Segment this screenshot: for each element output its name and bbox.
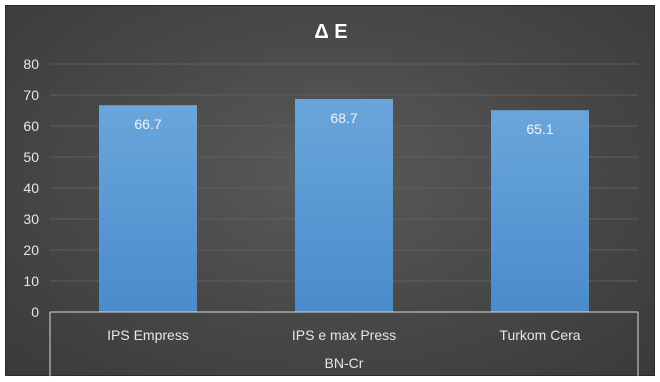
- y-axis-ticks: 0 10 20 30 40 50 60 70 80: [23, 56, 39, 320]
- y-tick-label: 80: [23, 56, 39, 72]
- x-axis: IPS Empress IPS e max Press Turkom Cera BN-…: [49, 311, 639, 377]
- x-category-label: IPS e max Press: [292, 327, 396, 343]
- data-label: 65.1: [526, 121, 553, 137]
- chart-container: Δ E 0 10 20 30 40 50 60 70 80 66.7 68.7 65.1 IPS E…: [5, 5, 655, 377]
- data-labels: 66.7 68.7 65.1: [134, 110, 553, 137]
- data-label: 66.7: [134, 116, 161, 132]
- bar: [295, 99, 393, 312]
- y-tick-label: 50: [23, 149, 39, 165]
- y-tick-label: 70: [23, 87, 39, 103]
- bar: [491, 110, 589, 312]
- y-tick-label: 60: [23, 118, 39, 134]
- bar-chart: Δ E 0 10 20 30 40 50 60 70 80 66.7 68.7 65.1 IPS E…: [23, 21, 639, 377]
- data-label: 68.7: [330, 110, 357, 126]
- y-tick-label: 40: [23, 180, 39, 196]
- chart-title: Δ E: [314, 21, 347, 43]
- x-group-label: BN-Cr: [325, 355, 364, 371]
- y-tick-label: 20: [23, 242, 39, 258]
- x-category-label: IPS Empress: [107, 327, 189, 343]
- y-tick-label: 10: [23, 273, 39, 289]
- bar: [99, 105, 197, 312]
- x-category-label: Turkom Cera: [499, 327, 580, 343]
- y-tick-label: 30: [23, 211, 39, 227]
- y-tick-label: 0: [31, 304, 39, 320]
- bars: [99, 99, 589, 312]
